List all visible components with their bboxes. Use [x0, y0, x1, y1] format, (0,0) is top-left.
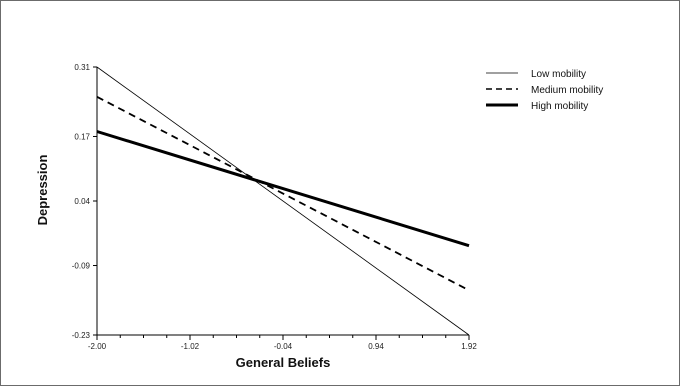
y-ticks: -0.23 -0.09 0.04 0.17 0.31: [72, 63, 97, 340]
legend-label-high-mobility: High mobility: [531, 101, 588, 112]
legend-item-low-mobility: Low mobility: [486, 69, 586, 80]
series-line-low-mobility: [96, 66, 470, 336]
y-tick-label: -0.09: [72, 262, 91, 271]
series-line-high-mobility: [96, 130, 470, 248]
legend-item-high-mobility: High mobility: [486, 101, 588, 112]
y-tick-label: 0.31: [74, 63, 90, 72]
y-tick-label: -0.23: [72, 331, 91, 340]
legend: Low mobility Medium mobility High mobili…: [486, 69, 603, 112]
series-lines: [96, 66, 470, 336]
y-axis-title: Depression: [35, 155, 50, 226]
x-tick-label: -2.00: [88, 342, 107, 351]
x-tick-label: -1.02: [181, 342, 200, 351]
series-line-medium-mobility: [96, 96, 470, 292]
legend-item-medium-mobility: Medium mobility: [486, 85, 603, 96]
legend-label-low-mobility: Low mobility: [531, 69, 586, 80]
x-tick-label: 1.92: [461, 342, 477, 351]
x-ticks: -2.00 -1.02 -0.04 0.94 1.92: [88, 335, 477, 351]
legend-label-medium-mobility: Medium mobility: [531, 85, 603, 96]
y-tick-label: 0.04: [74, 197, 90, 206]
x-axis-title: General Beliefs: [236, 355, 331, 370]
x-tick-label: 0.94: [368, 342, 384, 351]
y-tick-label: 0.17: [74, 132, 90, 141]
x-tick-label: -0.04: [274, 342, 293, 351]
